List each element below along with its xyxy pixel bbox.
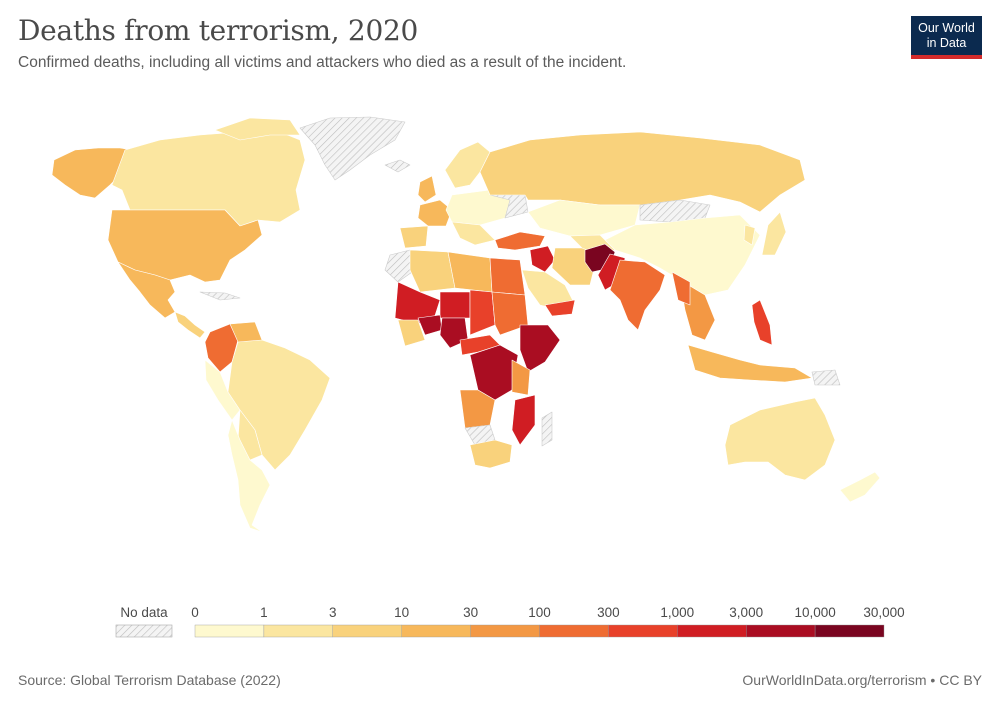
legend-tick-label: 100 <box>528 605 551 620</box>
region-myanmar[interactable] <box>671 271 691 306</box>
region-balkans-italy[interactable] <box>451 221 496 246</box>
legend-tick-label: 30 <box>463 605 478 620</box>
source-note: Source: Global Terrorism Database (2022) <box>18 672 281 688</box>
region-iberia[interactable] <box>399 225 429 249</box>
region-new-zealand[interactable] <box>839 471 881 503</box>
region-east-africa[interactable] <box>511 359 531 396</box>
legend-no-data-label: No data <box>120 605 168 620</box>
region-australia[interactable] <box>724 397 836 481</box>
region-korea[interactable] <box>743 224 756 246</box>
logo-line-2: in Data <box>926 36 967 50</box>
legend-tick-label: 1,000 <box>660 605 694 620</box>
region-syria-iraq[interactable] <box>529 245 556 273</box>
legend-swatch-5[interactable] <box>539 624 609 638</box>
region-algeria[interactable] <box>409 249 456 293</box>
legend-tick-label: 10,000 <box>794 605 835 620</box>
region-iceland[interactable] <box>384 159 411 173</box>
region-papua[interactable] <box>811 369 841 386</box>
region-central-america[interactable] <box>174 311 206 339</box>
region-madagascar[interactable] <box>541 411 553 447</box>
region-mozambique[interactable] <box>511 394 536 446</box>
legend-tick-label: 300 <box>597 605 620 620</box>
region-west-africa-coast[interactable] <box>397 319 426 347</box>
region-yemen[interactable] <box>544 299 576 317</box>
world-map[interactable] <box>0 0 1000 600</box>
region-canada-islands[interactable] <box>214 117 301 141</box>
region-angola[interactable] <box>459 389 496 429</box>
region-cuba[interactable] <box>199 291 241 301</box>
region-greenland[interactable] <box>299 116 406 181</box>
legend-bins: 0 1 3 10 30 100 300 1,000 3,000 10,000 30,000 <box>191 605 905 638</box>
legend-tick-label: 0 <box>191 605 199 620</box>
region-uk[interactable] <box>417 175 437 203</box>
region-sudan[interactable] <box>491 291 529 336</box>
region-philippines[interactable] <box>751 299 773 346</box>
legend-no-data-swatch <box>115 624 173 638</box>
region-argentina-chile[interactable] <box>227 419 271 533</box>
credit-link[interactable]: OurWorldInData.org/terrorism • CC BY <box>742 672 982 688</box>
legend-tick-label: 10 <box>394 605 409 620</box>
legend-swatch-7[interactable] <box>677 624 747 638</box>
region-japan[interactable] <box>761 211 787 256</box>
region-indonesia[interactable] <box>687 344 813 383</box>
legend-swatch-6[interactable] <box>608 624 678 638</box>
logo-line-1: Our World <box>918 21 975 35</box>
region-peru-ecuador[interactable] <box>204 359 241 421</box>
region-south-africa[interactable] <box>469 439 513 469</box>
legend-swatch-3[interactable] <box>401 624 471 638</box>
region-brazil[interactable] <box>227 339 331 471</box>
region-morocco[interactable] <box>384 249 416 283</box>
region-ethiopia-somalia[interactable] <box>519 324 561 373</box>
legend-swatch-0[interactable] <box>194 624 265 638</box>
legend-tick-label: 1 <box>260 605 268 620</box>
region-china[interactable] <box>604 214 761 296</box>
legend-swatch-1[interactable] <box>263 624 333 638</box>
legend-swatch-2[interactable] <box>332 624 402 638</box>
legend-swatch-9[interactable] <box>814 624 885 638</box>
chart-subtitle: Confirmed deaths, including all victims … <box>18 54 627 71</box>
region-turkey[interactable] <box>494 231 546 251</box>
legend-swatch-4[interactable] <box>470 624 540 638</box>
logo-accent-bar <box>911 55 982 59</box>
color-legend: No data 0 1 3 10 30 100 300 1,000 3,000 10,000 30,… <box>115 605 905 638</box>
legend-swatch-8[interactable] <box>746 624 816 638</box>
legend-tick-label: 3 <box>329 605 337 620</box>
region-russia[interactable] <box>479 131 806 213</box>
chart-title: Deaths from terrorism, 2020 <box>18 14 418 47</box>
legend-tick-label: 30,000 <box>863 605 904 620</box>
owid-logo[interactable]: Our World in Data <box>911 16 982 59</box>
region-india[interactable] <box>609 259 666 331</box>
region-france[interactable] <box>417 199 453 227</box>
legend-tick-label: 3,000 <box>729 605 763 620</box>
region-mexico[interactable] <box>117 261 176 319</box>
